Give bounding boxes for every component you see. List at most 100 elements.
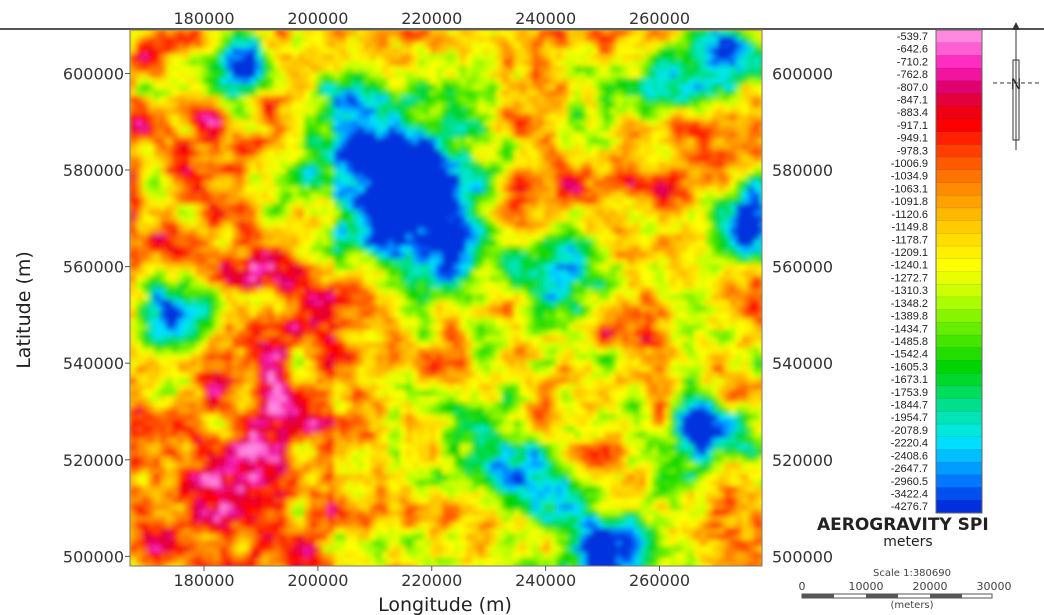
legend-swatch	[936, 169, 982, 183]
legend-title: AEROGRAVITY SPI	[817, 515, 989, 535]
legend-value-label: -1485.8	[891, 336, 928, 348]
x-tick-label-bottom: 180000	[173, 571, 234, 590]
y-tick-label-left: 600000	[63, 64, 124, 83]
legend-swatch	[936, 93, 982, 107]
legend-value-label: -847.1	[897, 94, 928, 106]
legend-swatch	[936, 373, 982, 387]
color-legend-bar	[936, 29, 982, 514]
legend-value-label: -949.1	[897, 133, 928, 145]
legend-units: meters	[883, 534, 932, 550]
legend-swatch	[936, 207, 982, 222]
legend-swatch	[936, 335, 982, 349]
legend-swatch	[936, 487, 982, 501]
x-tick-label-top: 260000	[629, 9, 690, 28]
legend-value-label: -2647.7	[891, 463, 928, 475]
legend-value-label: -1844.7	[891, 400, 928, 412]
x-tick-label-top: 180000	[173, 9, 234, 28]
legend-value-label: -1149.8	[892, 222, 929, 234]
x-axis-ticks-bottom: 180000 200000 220000 240000 260000	[173, 566, 690, 590]
legend-swatch	[936, 284, 982, 298]
y-tick-label-left: 500000	[63, 547, 124, 566]
legend-value-label: -1753.9	[891, 387, 928, 399]
y-tick-label-right: 540000	[772, 354, 833, 373]
legend-swatch	[936, 55, 982, 69]
x-tick-label-bottom: 260000	[629, 571, 690, 590]
north-arrow-icon: N	[993, 22, 1040, 150]
scale-tick-label: 10000	[849, 580, 884, 593]
legend-swatch	[936, 271, 982, 285]
legend-value-label: -2078.9	[891, 425, 928, 437]
legend-value-label: -1091.8	[891, 196, 928, 208]
legend-swatch	[936, 182, 982, 196]
legend-value-label: -1673.1	[891, 374, 928, 386]
legend-swatch	[936, 449, 982, 463]
legend-value-label: -1209.1	[891, 247, 928, 259]
legend-value-label: -1120.6	[892, 209, 929, 221]
y-tick-label-right: 500000	[772, 547, 833, 566]
plot-frame	[129, 29, 763, 567]
legend-swatch	[936, 500, 982, 514]
legend-swatch	[936, 144, 982, 158]
y-axis-ticks-left: 600000 580000 560000 540000 520000 500000	[63, 64, 130, 566]
legend-value-label: -1310.3	[891, 285, 928, 297]
legend-swatch	[936, 360, 982, 374]
legend-swatch	[936, 385, 982, 400]
legend-swatch	[936, 30, 982, 44]
legend-value-label: -1240.1	[891, 260, 928, 272]
legend-value-label: -1063.1	[891, 183, 928, 195]
legend-value-label: -1034.9	[891, 171, 928, 183]
y-tick-label-left: 560000	[63, 258, 124, 277]
x-axis-title: Longitude (m)	[378, 594, 512, 615]
legend-value-label: -2220.4	[891, 438, 928, 450]
legend-swatch	[936, 474, 982, 488]
color-legend-labels: -539.7-642.6-710.2-762.8-807.0-847.1-883…	[891, 31, 928, 513]
y-axis-title: Latitude (m)	[13, 251, 35, 369]
legend-swatch	[936, 246, 982, 260]
legend-swatch	[936, 398, 982, 412]
y-tick-label-left: 580000	[63, 161, 124, 180]
legend-swatch	[936, 131, 982, 145]
legend-value-label: -1542.4	[891, 349, 928, 361]
y-tick-label-right: 600000	[772, 64, 833, 83]
scale-bar: Scale 1:380690 0 10000 20000 30000 (meters)	[799, 568, 1012, 611]
y-tick-label-right: 560000	[772, 258, 833, 277]
legend-swatch	[936, 258, 982, 272]
legend-value-label: -539.7	[897, 31, 928, 43]
legend-value-label: -1178.7	[892, 234, 929, 246]
legend-swatch	[936, 424, 982, 438]
legend-value-label: -1954.7	[891, 412, 928, 424]
legend-value-label: -1348.2	[891, 298, 928, 310]
legend-value-label: -1605.3	[891, 361, 928, 373]
legend-value-label: -807.0	[897, 82, 928, 94]
legend-swatch	[936, 309, 982, 323]
legend-swatch	[936, 411, 982, 425]
scale-units: (meters)	[890, 600, 933, 611]
legend-value-label: -710.2	[897, 56, 928, 68]
scale-tick-label: 20000	[913, 580, 948, 593]
legend-value-label: -917.1	[897, 120, 928, 132]
legend-value-label: -1272.7	[891, 272, 928, 284]
legend-swatch	[936, 347, 982, 361]
legend-swatch	[936, 68, 982, 82]
x-tick-label-top: 220000	[401, 9, 462, 28]
x-tick-label-top: 200000	[287, 9, 348, 28]
legend-value-label: -1006.9	[891, 158, 928, 170]
legend-swatch	[936, 233, 982, 247]
legend-value-label: -3422.4	[891, 488, 928, 500]
legend-value-label: -978.3	[897, 145, 928, 157]
scale-tick-label: 0	[799, 580, 806, 593]
y-tick-label-left: 540000	[63, 354, 124, 373]
scale-text: Scale 1:380690	[873, 568, 951, 579]
legend-swatch	[936, 296, 982, 311]
legend-swatch	[936, 195, 982, 209]
legend-value-label: -1389.8	[891, 311, 928, 323]
legend-swatch	[936, 42, 982, 56]
legend-value-label: -2408.6	[891, 450, 928, 462]
legend-swatch	[936, 106, 982, 120]
legend-value-label: -1434.7	[891, 323, 928, 335]
north-label: N	[1011, 77, 1021, 93]
x-tick-label-bottom: 200000	[287, 571, 348, 590]
legend-swatch	[936, 322, 982, 336]
